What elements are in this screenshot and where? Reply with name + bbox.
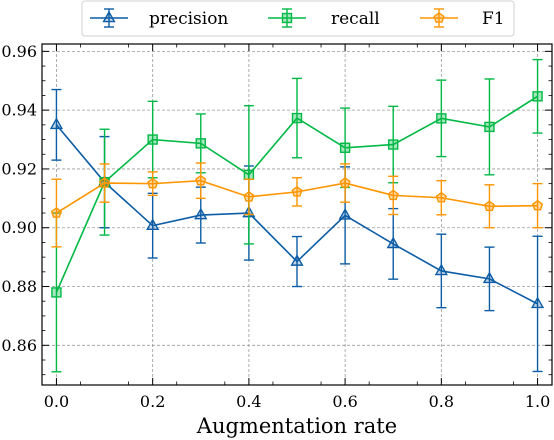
y-tick-label: 0.88	[1, 277, 37, 296]
legend-label: F1	[482, 9, 505, 29]
y-tick-label: 0.96	[1, 42, 37, 61]
legend-label: recall	[331, 9, 380, 29]
legend-marker	[281, 12, 293, 24]
plot-frame	[41, 43, 553, 386]
x-tick-label: 0.0	[44, 392, 69, 411]
data-point	[243, 169, 255, 181]
data-point	[195, 174, 207, 186]
legend: precision recall F1	[81, 0, 515, 37]
x-tick-label: 0.2	[140, 392, 165, 411]
data-point	[387, 189, 399, 201]
data-point	[49, 117, 64, 130]
data-point	[434, 263, 448, 276]
legend-entry-precision: precision	[90, 8, 228, 29]
data-point	[195, 138, 206, 149]
data-point	[194, 207, 208, 220]
data-point	[147, 177, 159, 189]
legend-entry-recall: recall	[268, 8, 380, 29]
data-point	[339, 142, 351, 153]
data-point	[339, 177, 351, 188]
data-point	[338, 207, 352, 220]
y-tick-label: 0.86	[1, 336, 37, 355]
data-point	[436, 113, 447, 124]
x-tick-label: 0.4	[236, 392, 261, 411]
y-tick-label: 0.94	[1, 101, 37, 120]
data-point	[50, 207, 63, 218]
legend-entry-f1: F1	[420, 8, 505, 29]
data-point	[291, 185, 303, 197]
data-point	[483, 200, 496, 212]
y-tick-label: 0.90	[1, 218, 37, 237]
data-point	[291, 112, 303, 124]
data-point	[484, 121, 495, 133]
data-point	[531, 199, 544, 211]
series-recall	[51, 58, 543, 373]
data-point	[147, 134, 158, 145]
data-point	[243, 190, 255, 202]
data-point	[386, 236, 400, 249]
data-point	[388, 139, 399, 150]
y-tick-label: 0.92	[1, 159, 37, 178]
legend-marker	[102, 10, 116, 23]
x-tick-label: 0.8	[429, 392, 454, 411]
data-point	[482, 271, 497, 284]
data-point	[98, 177, 111, 188]
data-point	[530, 296, 545, 309]
data-point	[435, 191, 447, 203]
data-point	[51, 287, 62, 298]
x-axis-label: Augmentation rate	[196, 414, 397, 438]
legend-label: precision	[149, 9, 228, 29]
x-tick-label: 0.6	[332, 392, 357, 411]
data-point	[532, 91, 543, 102]
legend-marker	[433, 12, 445, 23]
ticks: 0.0 0.2 0.4 0.6 0.8 1.0 0.86 0.88 0.90 0.92 0.94 0.…	[1, 42, 552, 411]
data-point	[290, 254, 304, 266]
x-tick-label: 1.0	[525, 392, 550, 411]
series-layer	[49, 58, 545, 373]
series-f1	[50, 162, 544, 248]
data-point	[146, 218, 160, 230]
